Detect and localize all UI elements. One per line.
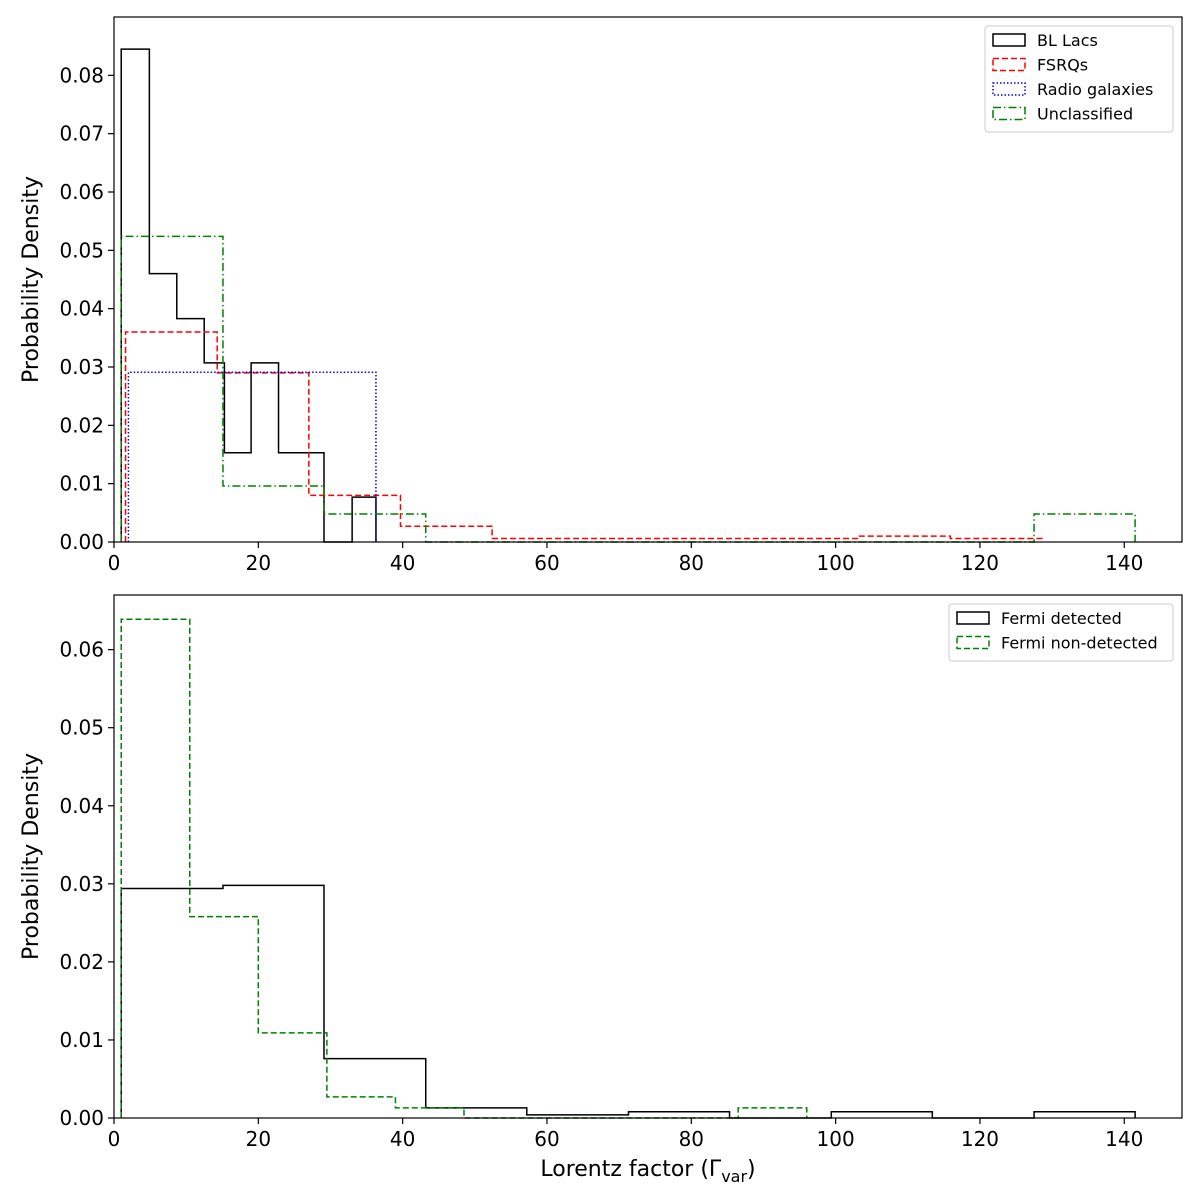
legend-entry-label: Radio galaxies [1037,80,1153,99]
plot-frame [113,16,1183,543]
y-tick-label: 0.01 [59,472,104,496]
y-axis-label: Probability Density [19,176,44,383]
y-tick-label: 0.03 [59,872,104,896]
series-fermi-non-detected-histogram [120,618,808,1119]
y-tick-label: 0.05 [59,716,104,740]
legend-entry-label: BL Lacs [1037,31,1098,50]
y-tick-label: 0.08 [59,63,104,87]
x-axis-label-main: Lorentz factor (Γ [540,1157,722,1182]
y-tick-label: 0.05 [59,238,104,262]
legend-swatch [992,106,1026,121]
x-tick-label: 80 [679,551,704,575]
legend-swatch [956,611,990,625]
legend-entry-label: Fermi detected [1001,609,1122,628]
series-unclassified-histogram [120,235,1136,543]
y-tick-label: 0.06 [59,180,104,204]
legend: Fermi detected Fermi non-detected [948,603,1174,662]
x-tick-label: 140 [1105,551,1143,575]
series-fermi-detected-histogram [120,884,1136,1119]
x-tick-label: 40 [390,1127,415,1151]
series-bl-lacs-histogram [120,48,377,543]
legend-swatch [992,57,1026,72]
x-axis-label-close: ) [747,1157,756,1182]
y-tick-label: 0.02 [59,413,104,437]
y-tick-label: 0.06 [59,638,104,662]
x-tick-label: 20 [246,551,271,575]
y-tick-label: 0.00 [59,530,104,554]
y-tick-label: 0.02 [59,950,104,974]
x-tick-label: 60 [534,551,559,575]
x-tick-label: 120 [961,1127,999,1151]
series-radio-galaxies-histogram [127,371,377,542]
x-tick-label: 20 [246,1127,271,1151]
legend-entry-label: FSRQs [1037,56,1088,75]
x-tick-label: 40 [390,551,415,575]
x-tick-label: 0 [108,1127,121,1151]
x-axis-label: Lorentz factor (Γvar) [540,1157,755,1186]
x-tick-label: 0 [108,551,121,575]
series-fsrqs-histogram [124,331,1043,542]
y-tick-label: 0.00 [59,1106,104,1130]
legend-swatch [992,33,1026,47]
x-tick-label: 60 [534,1127,559,1151]
y-tick-label: 0.03 [59,355,104,379]
legend-swatch [956,635,990,650]
x-axis-label-subscript: var [721,1167,747,1186]
x-tick-label: 140 [1105,1127,1143,1151]
legend-frame [948,603,1174,662]
y-tick-label: 0.07 [59,122,104,146]
bottom-panel-fermi-detection: 0 20 40 60 80 100 120 140 0.00 0.01 0.02 0.03 0.04 0.… [19,594,1183,1186]
legend-entry-label: Fermi non-detected [1001,634,1158,653]
x-tick-label: 80 [679,1127,704,1151]
y-tick-label: 0.04 [59,794,104,818]
y-tick-label: 0.04 [59,297,104,321]
y-tick-label: 0.01 [59,1028,104,1052]
legend: BL Lacs FSRQs Radio galaxies Unclassified [984,25,1174,133]
legend-frame [984,25,1174,133]
plot-frame [113,594,1183,1119]
legend-entry-label: Unclassified [1037,105,1133,124]
top-panel-bl-fsrq-rg-unclassified: 0 20 40 60 80 100 120 140 0.00 0.01 0.02 0.03 0.04 0.… [19,16,1183,575]
y-axis-label: Probability Density [19,753,44,960]
x-tick-label: 100 [817,1127,855,1151]
legend-swatch [992,82,1026,96]
x-tick-label: 100 [817,551,855,575]
x-tick-label: 120 [961,551,999,575]
